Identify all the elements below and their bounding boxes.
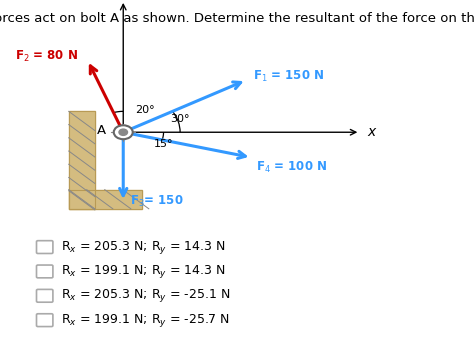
Text: x: x — [367, 125, 375, 139]
Bar — [69, 111, 95, 209]
FancyBboxPatch shape — [36, 314, 53, 326]
Bar — [69, 190, 142, 209]
Text: F$_3$= 150: F$_3$= 150 — [130, 194, 184, 209]
Text: R$_x$ = 205.3 N; R$_y$ = -25.1 N: R$_x$ = 205.3 N; R$_y$ = -25.1 N — [61, 287, 230, 304]
Bar — [69, 111, 95, 209]
Text: Four forces act on bolt A as shown. Determine the resultant of the force on the : Four forces act on bolt A as shown. Dete… — [0, 12, 474, 25]
Bar — [69, 190, 142, 209]
Text: R$_x$ = 199.1 N; R$_y$ = -25.7 N: R$_x$ = 199.1 N; R$_y$ = -25.7 N — [61, 312, 229, 329]
Text: 20°: 20° — [135, 105, 155, 114]
FancyBboxPatch shape — [36, 241, 53, 253]
Text: A: A — [97, 124, 107, 137]
Text: 15°: 15° — [154, 140, 173, 149]
Circle shape — [119, 129, 128, 135]
FancyBboxPatch shape — [36, 290, 53, 302]
Circle shape — [114, 125, 133, 139]
Text: R$_x$ = 199.1 N; R$_y$ = 14.3 N: R$_x$ = 199.1 N; R$_y$ = 14.3 N — [61, 263, 226, 280]
FancyBboxPatch shape — [36, 265, 53, 278]
Text: F$_4$ = 100 N: F$_4$ = 100 N — [256, 160, 328, 175]
Text: 30°: 30° — [171, 114, 190, 124]
Text: F$_2$ = 80 N: F$_2$ = 80 N — [15, 49, 78, 64]
Text: R$_x$ = 205.3 N; R$_y$ = 14.3 N: R$_x$ = 205.3 N; R$_y$ = 14.3 N — [61, 239, 226, 255]
Text: F$_1$ = 150 N: F$_1$ = 150 N — [254, 69, 325, 84]
